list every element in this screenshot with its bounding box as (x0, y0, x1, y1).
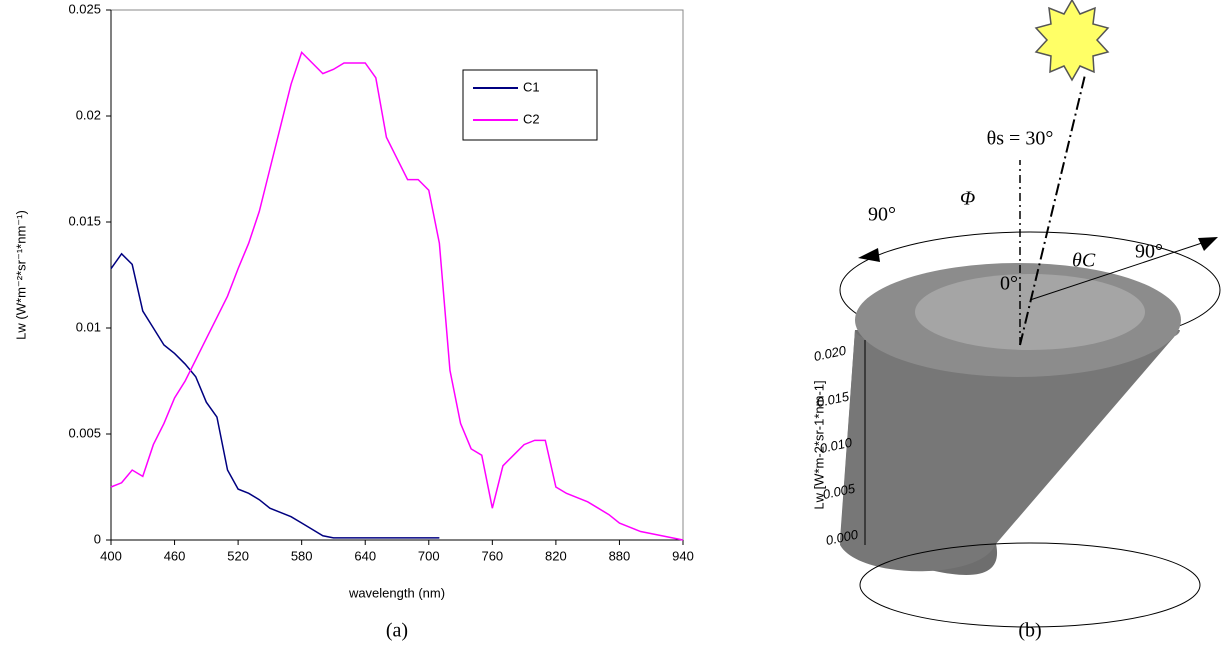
y-axis-label: Lw (W*m⁻²*sr⁻¹*nm⁻¹) (13, 210, 28, 340)
diagram-b: θs = 30° Φ 90° 90° θC 0° Lw [W*m-2*sr-1*… (811, 0, 1221, 642)
caption: (a) (386, 620, 408, 642)
x-tick-label: 880 (609, 548, 631, 563)
z-tick-label: 0.010 (818, 434, 854, 456)
y-tick-label: 0.005 (68, 425, 101, 440)
x-tick-label: 640 (354, 548, 376, 563)
x-tick-label: 760 (481, 548, 503, 563)
x-tick-label: 520 (227, 548, 249, 563)
legend-label: C1 (523, 79, 540, 94)
arrowhead (1198, 237, 1218, 251)
label: 90° (1135, 241, 1163, 263)
y-tick-label: 0.01 (76, 319, 101, 334)
y-tick-label: 0.025 (68, 1, 101, 16)
chart-a: 0 0.005 0.01 0.015 0.02 0.025 400 460 520 580 640 7… (13, 1, 693, 641)
label: Φ (960, 188, 975, 210)
z-label: Lw [W*m-2*sr-1*nm-1] (811, 380, 826, 509)
x-tick-label: 700 (418, 548, 440, 563)
z-tick-label: 0.000 (824, 526, 860, 548)
arrowhead (858, 248, 880, 262)
z-tick-label: 0.005 (821, 480, 857, 502)
x-tick-label: 820 (545, 548, 567, 563)
legend-label: C2 (523, 111, 540, 126)
dish (915, 274, 1145, 350)
x-tick-label: 940 (672, 548, 694, 563)
label: 90° (868, 204, 896, 226)
label: 0° (1000, 273, 1018, 295)
view-arrow (1029, 241, 1206, 301)
x-tick-label: 400 (100, 548, 122, 563)
x-axis-label: wavelength (nm) (348, 585, 445, 600)
series-line (110, 252, 440, 539)
body (840, 330, 1180, 572)
bottom-ring (859, 542, 1201, 628)
y-tick-label: 0 (94, 531, 101, 546)
y-tick-label: 0.015 (68, 213, 101, 228)
caption: (b) (1018, 620, 1041, 642)
x-tick-label: 580 (291, 548, 313, 563)
z-tick-label: 0.015 (815, 388, 851, 410)
series-line (110, 51, 684, 541)
label: θs = 30° (987, 128, 1054, 150)
x-tick-label: 460 (164, 548, 186, 563)
legend-box (462, 69, 598, 141)
label: θC (1072, 250, 1096, 272)
y-tick-label: 0.02 (76, 107, 101, 122)
sun (1034, 0, 1110, 82)
z-tick-label: 0.020 (812, 342, 848, 364)
